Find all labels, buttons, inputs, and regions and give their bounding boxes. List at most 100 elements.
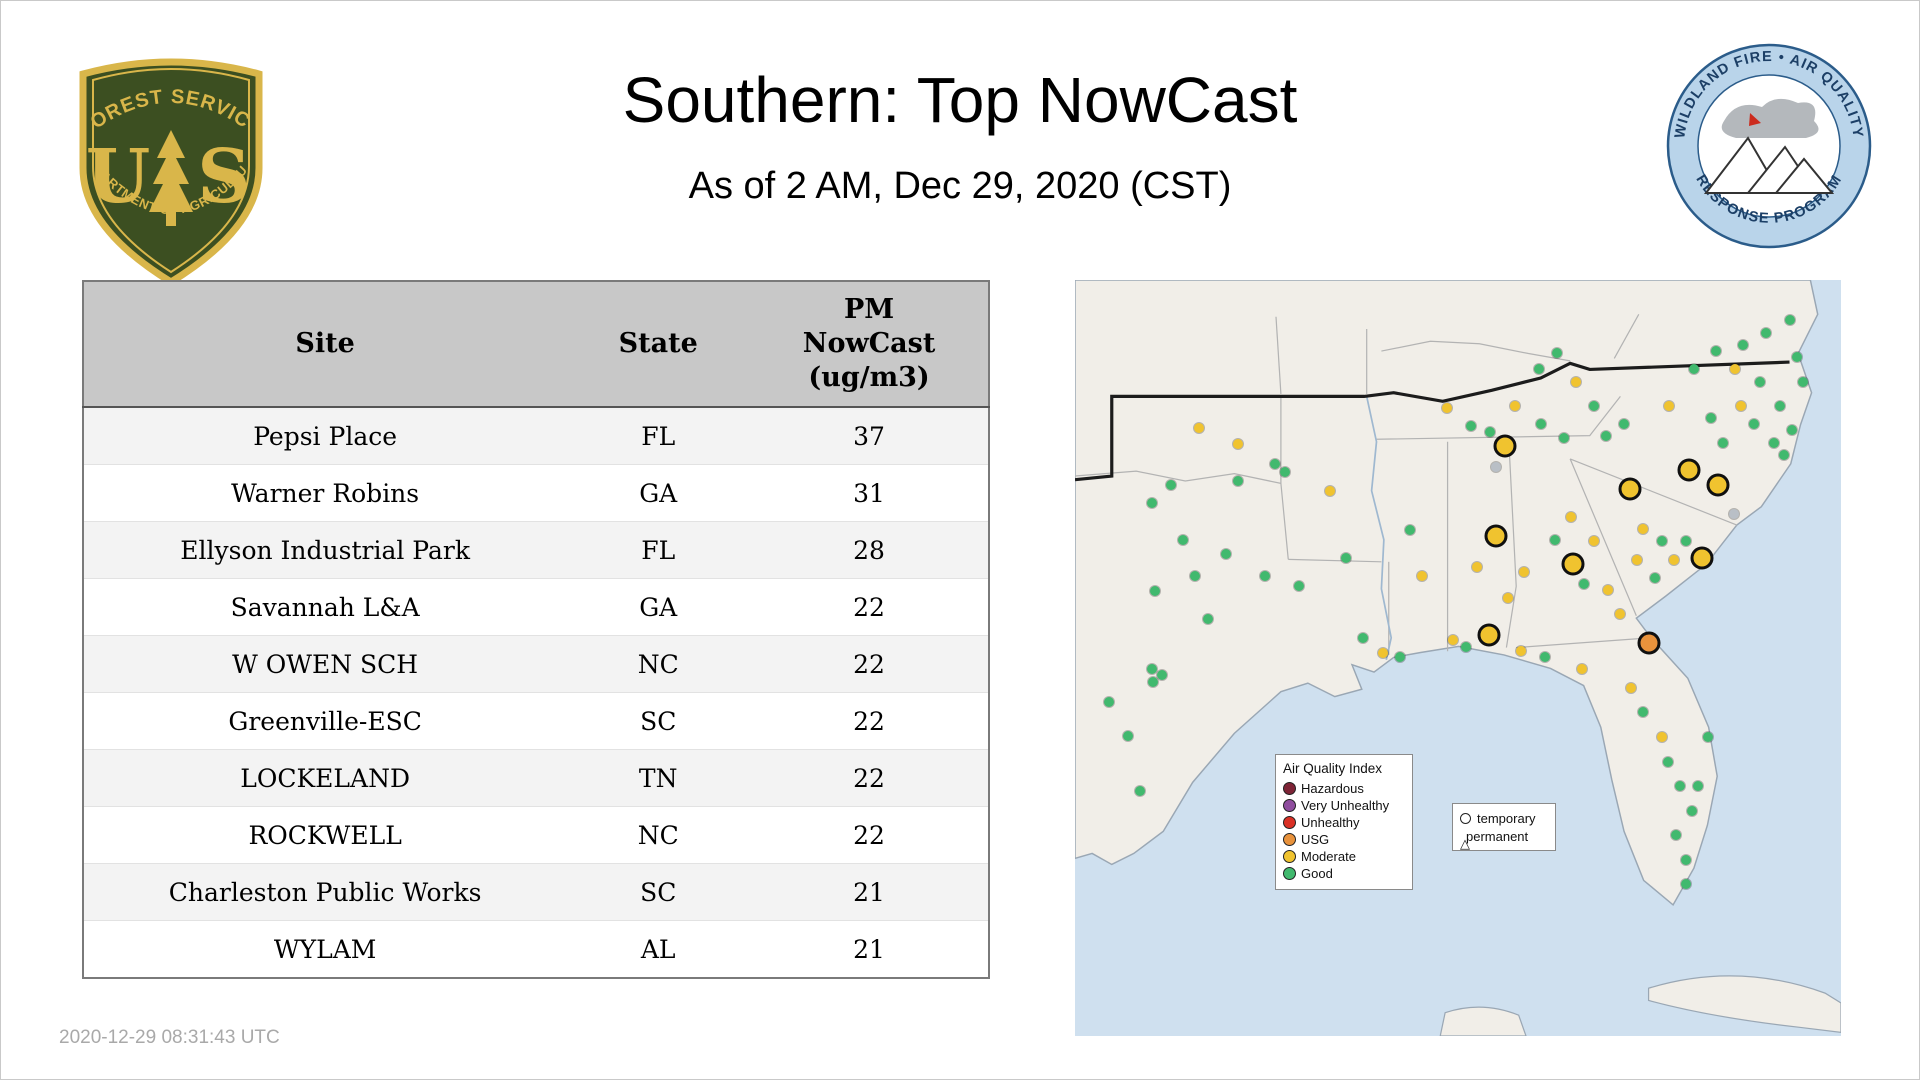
symbol-legend-row: △ permanent [1460,828,1529,852]
monitor-dot-good [1649,572,1660,583]
monitor-dot-good [1578,578,1589,589]
state-cell: GA [566,578,751,636]
aqi-legend-item: Hazardous [1283,780,1405,797]
aqi-legend-label: Very Unhealthy [1301,798,1390,813]
monitor-dot-moderate [1518,566,1529,577]
value-cell: 21 [750,863,989,921]
table-row: LOCKELAND TN 22 [83,749,989,807]
aqi-legend-item: Moderate [1283,848,1405,865]
aqi-legend-label: Unhealthy [1301,815,1360,830]
monitor-dot-good [1619,418,1630,429]
monitor-dot-good [1122,730,1133,741]
state-cell: SC [566,863,751,921]
monitor-dot-moderate [1577,664,1588,675]
monitor-dot-moderate [1730,364,1741,375]
aqi-legend: Air Quality Index Hazardous Very Unhealth… [1275,754,1413,890]
symbol-legend: temporary △ permanent [1452,803,1556,851]
column-header: State [566,281,751,408]
forest-service-logo: FOREST SERVICE U S DEPARTMENT OF AGRICUL… [64,29,271,293]
region-boundary [1075,360,1790,482]
temporary-label: temporary [1477,810,1536,826]
mississippi-river [1365,396,1393,661]
monitor-dot-moderate [1638,523,1649,534]
monitor-dot-moderate [1194,423,1205,434]
monitor-dot-good [1147,663,1158,674]
monitor-dot-good [1785,315,1796,326]
monitor-dot-moderate [1484,524,1508,548]
monitor-dot-moderate [1690,546,1714,570]
aqi-legend-item: Unhealthy [1283,814,1405,831]
monitor-dot-good [1294,581,1305,592]
table-row: W OWEN SCH NC 22 [83,635,989,693]
monitor-dot-good [1485,426,1496,437]
table-row: Warner Robins GA 31 [83,464,989,522]
monitor-dot-good [1558,433,1569,443]
monitor-dot-moderate [1656,732,1667,743]
state-cell: FL [566,407,751,465]
site-cell: Savannah L&A [83,578,567,636]
aqi-map: Air Quality Index Hazardous Very Unhealth… [1075,280,1841,1036]
monitor-dot-good [1760,327,1771,338]
monitor-dot-good [1600,430,1611,441]
monitor-dot-moderate [1632,554,1643,565]
monitor-dot-moderate [1669,554,1679,565]
monitor-dot-moderate [1477,623,1501,647]
monitor-dot-moderate [1493,434,1517,458]
monitor-dot-usg [1637,631,1661,655]
monitor-dot-good [1358,632,1369,643]
monitor-dot-good [1540,652,1551,663]
value-cell: 28 [750,521,989,579]
monitor-dot-good [1148,677,1159,688]
monitor-dot-good [1705,413,1716,424]
monitor-dot-good [1165,479,1176,490]
monitor-dot-moderate [1509,401,1520,412]
monitor-dot-good [1190,571,1201,582]
monitor-dot-moderate [1677,458,1701,482]
monitor-dot-moderate [1233,439,1244,450]
basemap [1075,280,1841,1036]
site-cell: ROCKWELL [83,806,567,864]
monitor-dot-moderate [1566,512,1577,523]
value-cell: 22 [750,806,989,864]
monitor-dot-good [1692,780,1703,791]
airfire-logo: WILDLAND FIRE • AIR QUALITY RESPONSE PRO… [1664,41,1874,251]
aqi-legend-label: USG [1301,832,1330,847]
monitor-dot-good [1549,535,1560,546]
monitor-dot-moderate [1664,401,1675,412]
site-cell: WYLAM [83,920,567,979]
pine-tree-icon [149,130,193,226]
monitor-dot-good [1737,340,1748,351]
monitor-dot-good [1768,438,1779,449]
monitor-dot-good [1460,641,1471,652]
monitor-dot-moderate [1706,473,1730,497]
value-cell: 31 [750,464,989,522]
monitor-dot-good [1638,707,1649,718]
site-cell: Pepsi Place [83,407,567,465]
table-row: WYLAM AL 21 [83,920,989,979]
monitor-dot-moderate [1561,552,1585,576]
aqi-swatch-icon [1283,799,1296,812]
monitor-dot-good [1147,498,1158,509]
aqi-legend-title: Air Quality Index [1283,761,1383,776]
column-header: Site [83,281,567,408]
site-cell: Charleston Public Works [83,863,567,921]
monitor-dot-good [1797,377,1808,388]
value-cell: 22 [750,749,989,807]
smoke-landmass-icon [1721,98,1819,138]
temporary-monitor-icon [1460,812,1471,824]
monitor-dot-good [1791,352,1802,363]
monitor-dot-good [1711,346,1722,357]
page-title: Southern: Top NowCast [622,64,1298,136]
monitor-dot-moderate [1502,592,1513,603]
footer-timestamp: 2020-12-29 08:31:43 UTC [59,1027,280,1048]
monitor-dot-nodata [1728,509,1739,520]
fs-letter-u: U [86,134,151,220]
monitor-dot-moderate [1570,377,1581,388]
monitor-dot-good [1718,438,1729,449]
monitor-dot-good [1394,652,1405,663]
state-cell: FL [566,521,751,579]
monitor-dot-good [1702,732,1713,743]
monitor-dot-good [1748,419,1759,430]
monitor-dot-good [1104,696,1115,707]
yucatan-shape [1439,1006,1527,1036]
